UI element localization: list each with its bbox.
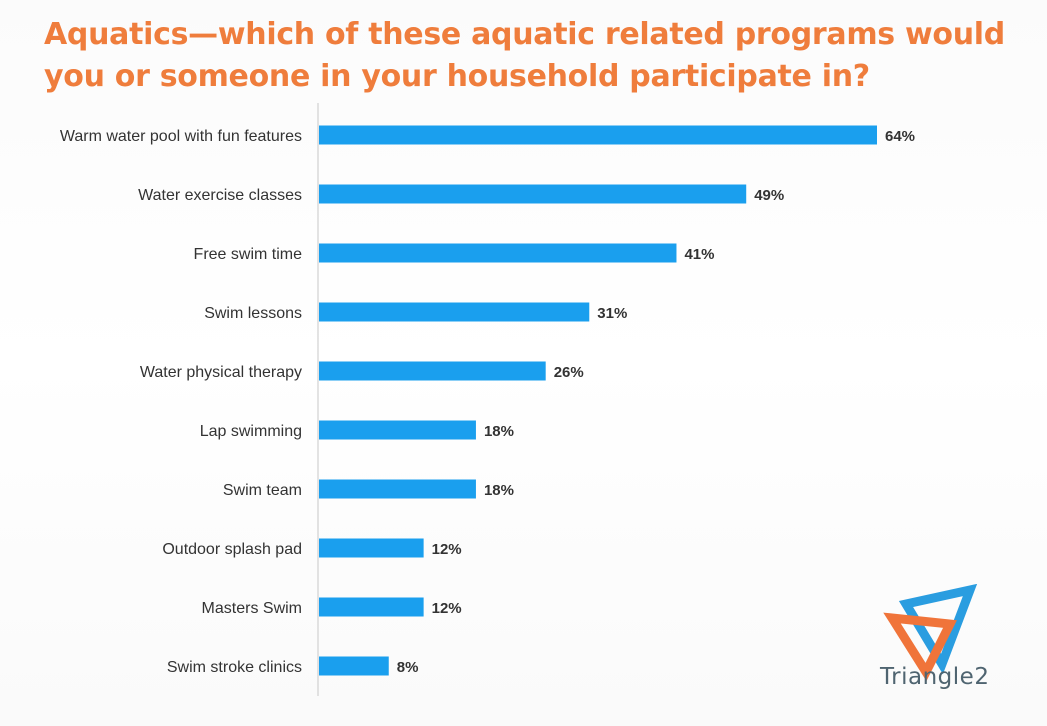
value-label: 18% bbox=[484, 423, 514, 440]
bar bbox=[319, 597, 424, 617]
category-label: Swim stroke clinics bbox=[167, 659, 302, 676]
chart-title: Aquatics—which of these aquatic related … bbox=[44, 14, 1005, 98]
bar bbox=[319, 361, 546, 381]
bar bbox=[319, 420, 476, 440]
value-label: 49% bbox=[754, 187, 784, 204]
value-label: 12% bbox=[432, 541, 462, 558]
category-label: Free swim time bbox=[194, 246, 303, 263]
bar bbox=[319, 125, 877, 145]
category-label: Swim team bbox=[223, 482, 302, 499]
category-label: Warm water pool with fun features bbox=[60, 128, 302, 145]
value-label: 26% bbox=[554, 364, 584, 381]
bar bbox=[319, 656, 389, 676]
value-label: 41% bbox=[684, 246, 714, 263]
value-label: 64% bbox=[885, 128, 915, 145]
triangle2-logo-icon bbox=[883, 584, 978, 682]
bar bbox=[319, 538, 424, 558]
category-label: Swim lessons bbox=[204, 305, 302, 322]
value-label: 31% bbox=[597, 305, 627, 322]
category-label: Masters Swim bbox=[202, 600, 302, 617]
logo-wordmark: Triangle2 bbox=[880, 664, 990, 690]
category-label: Outdoor splash pad bbox=[162, 541, 302, 558]
bar bbox=[319, 302, 590, 322]
chart-title-line-1: Aquatics—which of these aquatic related … bbox=[44, 17, 1005, 52]
value-label: 18% bbox=[484, 482, 514, 499]
category-label: Water physical therapy bbox=[140, 364, 302, 381]
category-label: Water exercise classes bbox=[138, 187, 302, 204]
bar bbox=[319, 479, 476, 499]
chart-title-line-2: you or someone in your household partici… bbox=[44, 59, 870, 94]
value-label: 8% bbox=[397, 659, 419, 676]
bar bbox=[319, 243, 677, 263]
bar bbox=[319, 184, 747, 204]
value-label: 12% bbox=[432, 600, 462, 617]
category-label: Lap swimming bbox=[200, 423, 302, 440]
